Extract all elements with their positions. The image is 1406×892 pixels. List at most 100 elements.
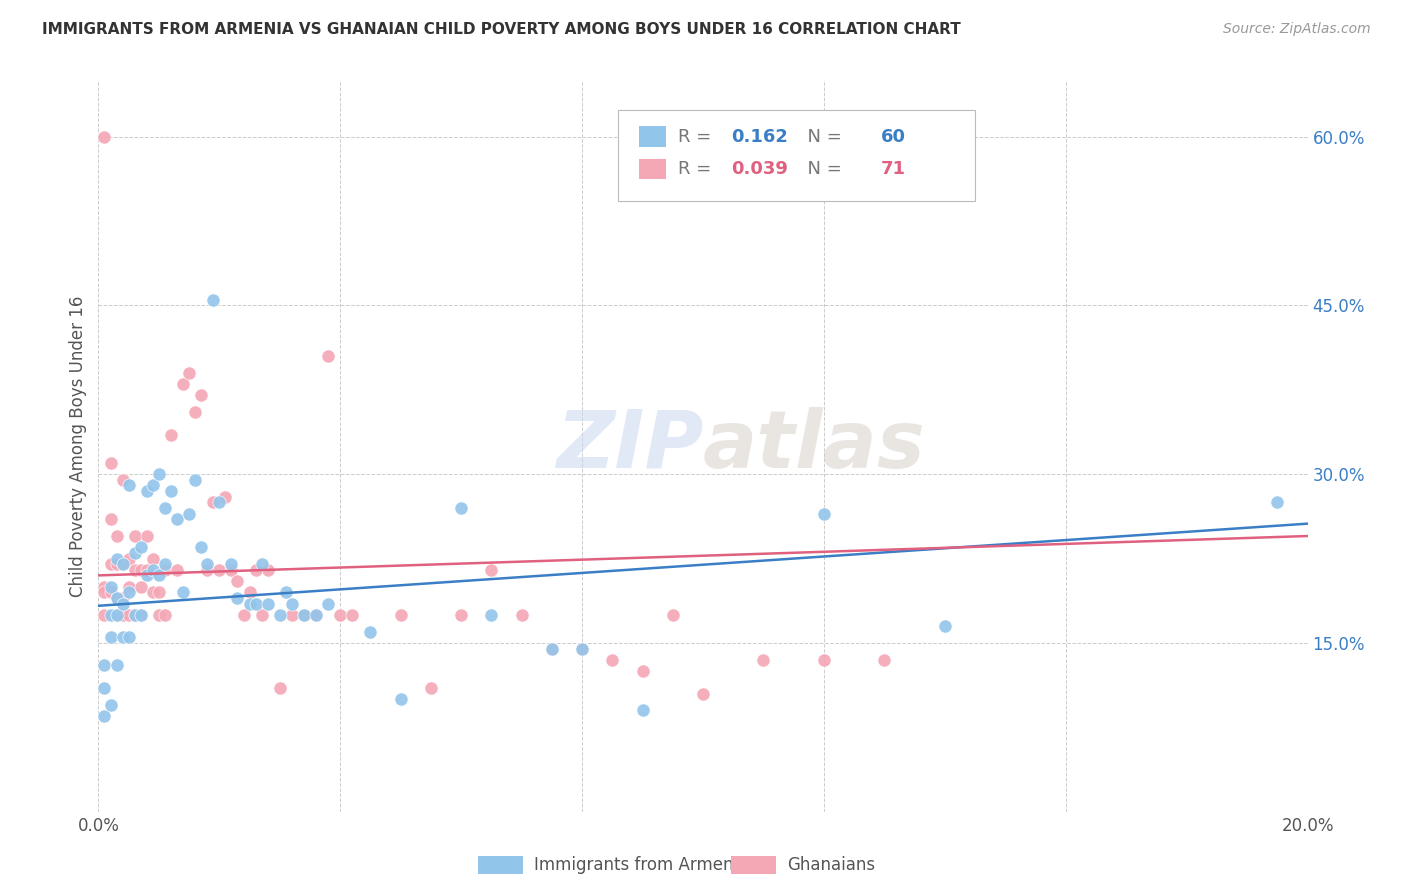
Point <box>510 607 533 622</box>
Text: Immigrants from Armenia: Immigrants from Armenia <box>534 856 748 874</box>
Point <box>93 681 115 695</box>
Text: N =: N = <box>796 160 848 178</box>
Point <box>93 585 115 599</box>
Point <box>481 607 503 622</box>
Text: R =: R = <box>678 160 717 178</box>
Point <box>540 641 562 656</box>
Point <box>129 541 152 555</box>
FancyBboxPatch shape <box>638 127 665 147</box>
Point <box>481 563 503 577</box>
Point <box>93 709 115 723</box>
Point <box>153 557 176 571</box>
Text: Source: ZipAtlas.com: Source: ZipAtlas.com <box>1223 22 1371 37</box>
Point <box>105 658 128 673</box>
Point <box>93 580 115 594</box>
Point <box>281 607 304 622</box>
Point <box>274 585 297 599</box>
Point <box>813 507 835 521</box>
Point <box>316 597 339 611</box>
Point <box>316 349 339 363</box>
Point <box>124 607 146 622</box>
Point <box>111 607 134 622</box>
Text: ZIP: ZIP <box>555 407 703 485</box>
Point <box>142 478 165 492</box>
Point <box>100 580 122 594</box>
Point <box>111 591 134 605</box>
Text: N =: N = <box>796 128 848 145</box>
Point <box>389 692 412 706</box>
Text: R =: R = <box>678 128 717 145</box>
Point <box>148 607 170 622</box>
Point <box>135 529 157 543</box>
Point <box>190 541 212 555</box>
Point <box>129 607 152 622</box>
Point <box>105 557 128 571</box>
Point <box>124 546 146 560</box>
Point <box>226 574 249 588</box>
Point <box>292 607 315 622</box>
Point <box>142 551 165 566</box>
Point <box>184 473 207 487</box>
Point <box>226 591 249 605</box>
Point <box>135 568 157 582</box>
Point <box>118 478 141 492</box>
Point <box>148 467 170 482</box>
Point <box>135 563 157 577</box>
Point <box>100 698 122 712</box>
Point <box>934 619 956 633</box>
Point <box>873 653 896 667</box>
Point <box>202 293 225 307</box>
Point <box>342 607 364 622</box>
Point <box>232 607 254 622</box>
Y-axis label: Child Poverty Among Boys Under 16: Child Poverty Among Boys Under 16 <box>69 295 87 597</box>
Point <box>208 563 231 577</box>
Point <box>305 607 328 622</box>
Point <box>142 585 165 599</box>
Point <box>305 607 328 622</box>
Point <box>420 681 443 695</box>
Point <box>752 653 775 667</box>
Point <box>281 597 304 611</box>
Point <box>450 607 472 622</box>
Point <box>100 630 122 644</box>
Point <box>135 483 157 498</box>
FancyBboxPatch shape <box>619 110 976 201</box>
Point <box>118 630 141 644</box>
Text: Ghanaians: Ghanaians <box>787 856 876 874</box>
FancyBboxPatch shape <box>638 159 665 179</box>
Point <box>172 377 194 392</box>
Point <box>813 653 835 667</box>
Point <box>195 563 218 577</box>
Point <box>195 557 218 571</box>
Point <box>631 703 654 717</box>
Point <box>250 607 273 622</box>
Point <box>105 607 128 622</box>
Point <box>118 580 141 594</box>
Point <box>172 585 194 599</box>
Point <box>124 607 146 622</box>
Point <box>166 563 188 577</box>
Point <box>118 607 141 622</box>
Point <box>111 597 134 611</box>
Point <box>269 607 291 622</box>
Point <box>100 585 122 599</box>
Point <box>93 658 115 673</box>
Point <box>105 591 128 605</box>
Point <box>292 607 315 622</box>
Text: 0.162: 0.162 <box>731 128 787 145</box>
Text: 0.039: 0.039 <box>731 160 787 178</box>
Point <box>111 473 134 487</box>
Text: 71: 71 <box>880 160 905 178</box>
Point <box>184 405 207 419</box>
Point <box>111 630 134 644</box>
Point <box>221 563 243 577</box>
Point <box>250 557 273 571</box>
Point <box>256 597 278 611</box>
Point <box>571 641 593 656</box>
Point <box>93 607 115 622</box>
Point <box>221 557 243 571</box>
Point <box>100 512 122 526</box>
Point <box>124 529 146 543</box>
Point <box>208 495 231 509</box>
Point <box>190 388 212 402</box>
